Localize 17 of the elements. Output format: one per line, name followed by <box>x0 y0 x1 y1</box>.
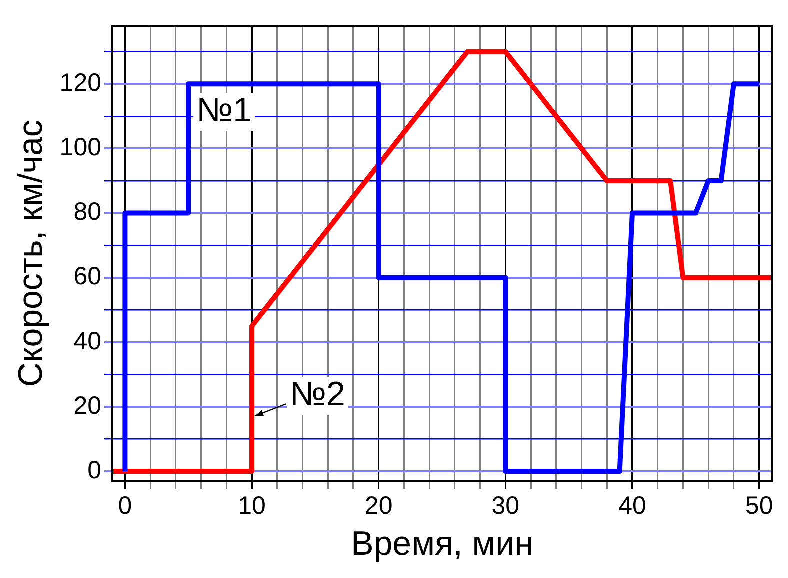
y-tick-label: 100 <box>60 134 102 162</box>
x-tick-label: 20 <box>364 492 393 520</box>
x-tick-label: 10 <box>238 492 266 520</box>
y-tick-label: 0 <box>88 456 102 484</box>
x-tick-label: 50 <box>745 492 774 520</box>
y-tick-label: 40 <box>74 327 102 356</box>
series-label: №1 <box>196 91 252 130</box>
y-tick-label: 20 <box>74 392 102 420</box>
x-tick-label: 40 <box>618 492 646 520</box>
x-tick-label: 0 <box>118 492 132 520</box>
y-tick-label: 120 <box>60 69 102 97</box>
x-tick-label: 30 <box>492 492 520 520</box>
y-tick-label: 60 <box>74 262 102 291</box>
y-axis-title: Скорость, км/час <box>12 120 50 388</box>
series-label: №2 <box>290 376 346 414</box>
x-axis-title: Время, мин <box>351 524 534 563</box>
y-tick-label: 80 <box>74 198 102 226</box>
